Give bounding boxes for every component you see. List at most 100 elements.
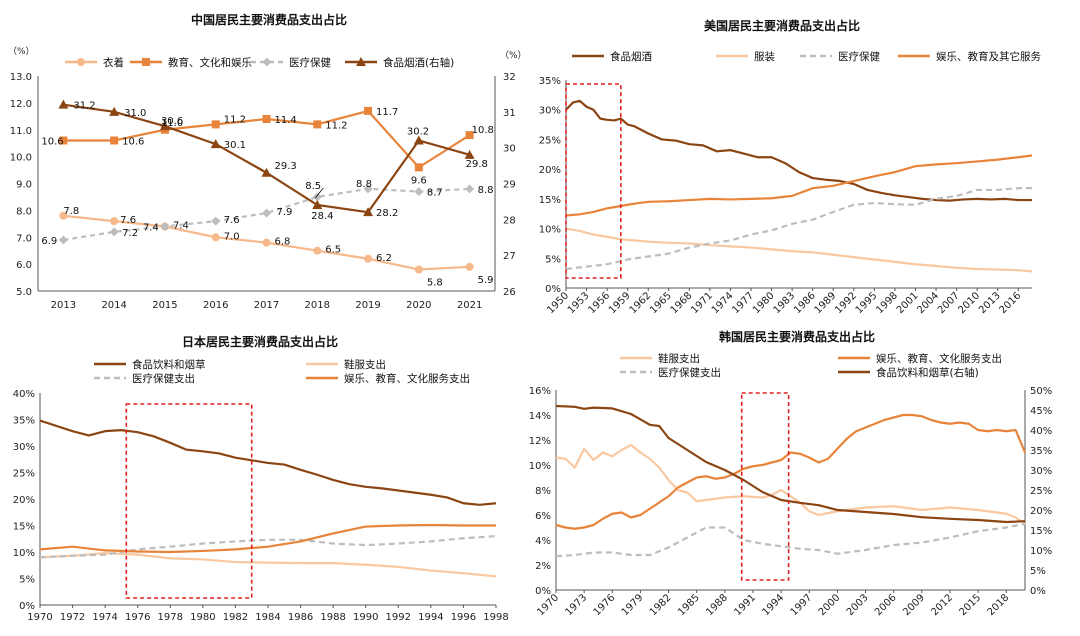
- y-tick-label: 15%: [539, 195, 561, 206]
- us-consumption-chart: 美国居民主要消费品支出占比0%5%10%15%20%25%30%35%19501…: [539, 18, 1042, 316]
- data-label: 10.6: [122, 137, 144, 148]
- left-axis-unit: （%）: [8, 46, 35, 57]
- series-line-1: [555, 413, 1027, 530]
- series-line-2: [63, 187, 470, 242]
- x-tick-label: 1974: [92, 612, 117, 623]
- data-point: [109, 106, 120, 116]
- data-label: 11.4: [275, 115, 297, 126]
- data-label: 31.0: [124, 108, 146, 119]
- data-point: [210, 139, 221, 149]
- x-tick-label: 1973: [563, 592, 589, 618]
- data-point: [363, 207, 374, 217]
- x-tick-label: 2000: [817, 592, 843, 618]
- data-point: [211, 216, 221, 226]
- y-tick-label: 7.0: [16, 233, 32, 244]
- x-tick-label: 1997: [789, 592, 815, 618]
- y-tick-label: 10.0: [10, 153, 32, 164]
- legend-label: 食品饮料和烟草: [132, 358, 206, 371]
- x-tick-label: 1974: [710, 290, 736, 316]
- data-point: [414, 265, 423, 274]
- x-tick-label: 1994: [418, 612, 443, 623]
- data-label: 8.8: [356, 179, 372, 190]
- x-tick-label: 1980: [190, 612, 215, 623]
- data-point: [465, 184, 475, 194]
- x-tick-label: 2018: [986, 592, 1012, 618]
- legend-label: 娱乐、教育、文化服务支出: [876, 352, 1002, 365]
- data-point: [364, 254, 373, 263]
- y-tick-label: 25%: [539, 135, 561, 146]
- y-tick-label: 5%: [545, 254, 561, 265]
- data-point: [313, 120, 322, 129]
- data-label: 11.2: [325, 120, 347, 131]
- legend-label: 鞋服支出: [658, 352, 700, 365]
- x-tick-label: 1982: [648, 592, 674, 618]
- data-point: [58, 235, 68, 245]
- x-tick-label: 1953: [566, 290, 592, 316]
- x-tick-label: 1994: [760, 592, 786, 618]
- x-tick-label: 1972: [60, 612, 85, 623]
- y2-tick-label: 15%: [1030, 526, 1052, 537]
- series-line-0: [555, 443, 1026, 525]
- y-tick-label: 10%: [539, 225, 561, 236]
- y-tick-label: 13.0: [10, 72, 32, 83]
- data-label: 7.6: [224, 215, 240, 226]
- x-tick-label: 2007: [936, 290, 962, 316]
- data-point: [211, 120, 220, 129]
- data-label: 10.8: [472, 125, 494, 136]
- y-tick-label: 8%: [535, 486, 551, 497]
- y2-tick-label: 20%: [1030, 506, 1052, 517]
- x-tick-label: 1980: [751, 290, 777, 316]
- data-label: 8.8: [478, 185, 494, 196]
- legend-label: 教育、文化和娱乐: [168, 56, 252, 69]
- y-tick-label: 11.0: [10, 126, 32, 137]
- data-point: [159, 121, 170, 131]
- y-tick-label: 20%: [13, 495, 35, 506]
- data-label: 31.2: [73, 101, 95, 112]
- y-tick-label: 0%: [545, 284, 561, 295]
- y-tick-label: 10%: [529, 461, 551, 472]
- series-line-1: [39, 551, 497, 578]
- x-tick-label: 1971: [689, 290, 715, 316]
- data-label: 6.9: [41, 236, 57, 247]
- data-label: 8.7: [427, 188, 443, 199]
- x-tick-label: 2010: [957, 290, 983, 316]
- data-point: [312, 192, 322, 202]
- highlight-box: [740, 392, 790, 581]
- data-label: 7.6: [120, 215, 136, 226]
- y-tick-label: 35%: [13, 416, 35, 427]
- y-tick-label: 12.0: [10, 99, 32, 110]
- x-tick-label: 1962: [628, 290, 654, 316]
- japan-consumption-chart: 日本居民主要消费品支出占比 0% 5% 10% 15% 20% 25% 30% 35% 40% 19…: [13, 334, 509, 623]
- x-tick-label: 2004: [915, 290, 941, 316]
- x-tick-label: 1979: [620, 592, 646, 618]
- series-line-0: [565, 99, 1032, 202]
- y-tick-label: 35%: [539, 76, 561, 87]
- legend-label: 服装: [754, 50, 775, 63]
- y2-tick-label: 40%: [1030, 426, 1052, 437]
- china-consumption-chart: 中国居民主要消费品支出占比 （%） （%） 5.0 6.0 7.0 8.0 9.0 10.0 11…: [8, 12, 527, 311]
- data-point: [211, 233, 220, 242]
- x-tick-label: 2019: [355, 300, 380, 311]
- x-tick-label: 1991: [732, 592, 758, 618]
- x-tick-label: 1988: [704, 592, 730, 618]
- data-label: 30.1: [224, 140, 246, 151]
- x-tick-label: 1983: [771, 290, 797, 316]
- data-point: [109, 227, 119, 237]
- legend-label: 食品烟酒(右轴): [383, 56, 454, 69]
- legend-marker: [77, 58, 85, 66]
- chart-title: 韩国居民主要消费品支出占比: [719, 329, 875, 344]
- x-tick-label: 2020: [406, 300, 431, 311]
- y-tick-label: 5.0: [16, 287, 32, 298]
- y-tick-label: 6.0: [16, 260, 32, 271]
- x-tick-label: 1998: [483, 612, 508, 623]
- data-label: 7.4: [143, 223, 159, 234]
- data-point: [110, 136, 119, 145]
- data-point: [313, 246, 322, 255]
- data-point: [59, 211, 68, 220]
- y2-tick-label: 26: [503, 287, 516, 298]
- y-tick-label: 5%: [19, 575, 35, 586]
- data-point: [262, 238, 271, 247]
- data-point: [414, 163, 423, 172]
- highlight-box: [565, 83, 622, 279]
- y2-tick-label: 30: [503, 144, 516, 155]
